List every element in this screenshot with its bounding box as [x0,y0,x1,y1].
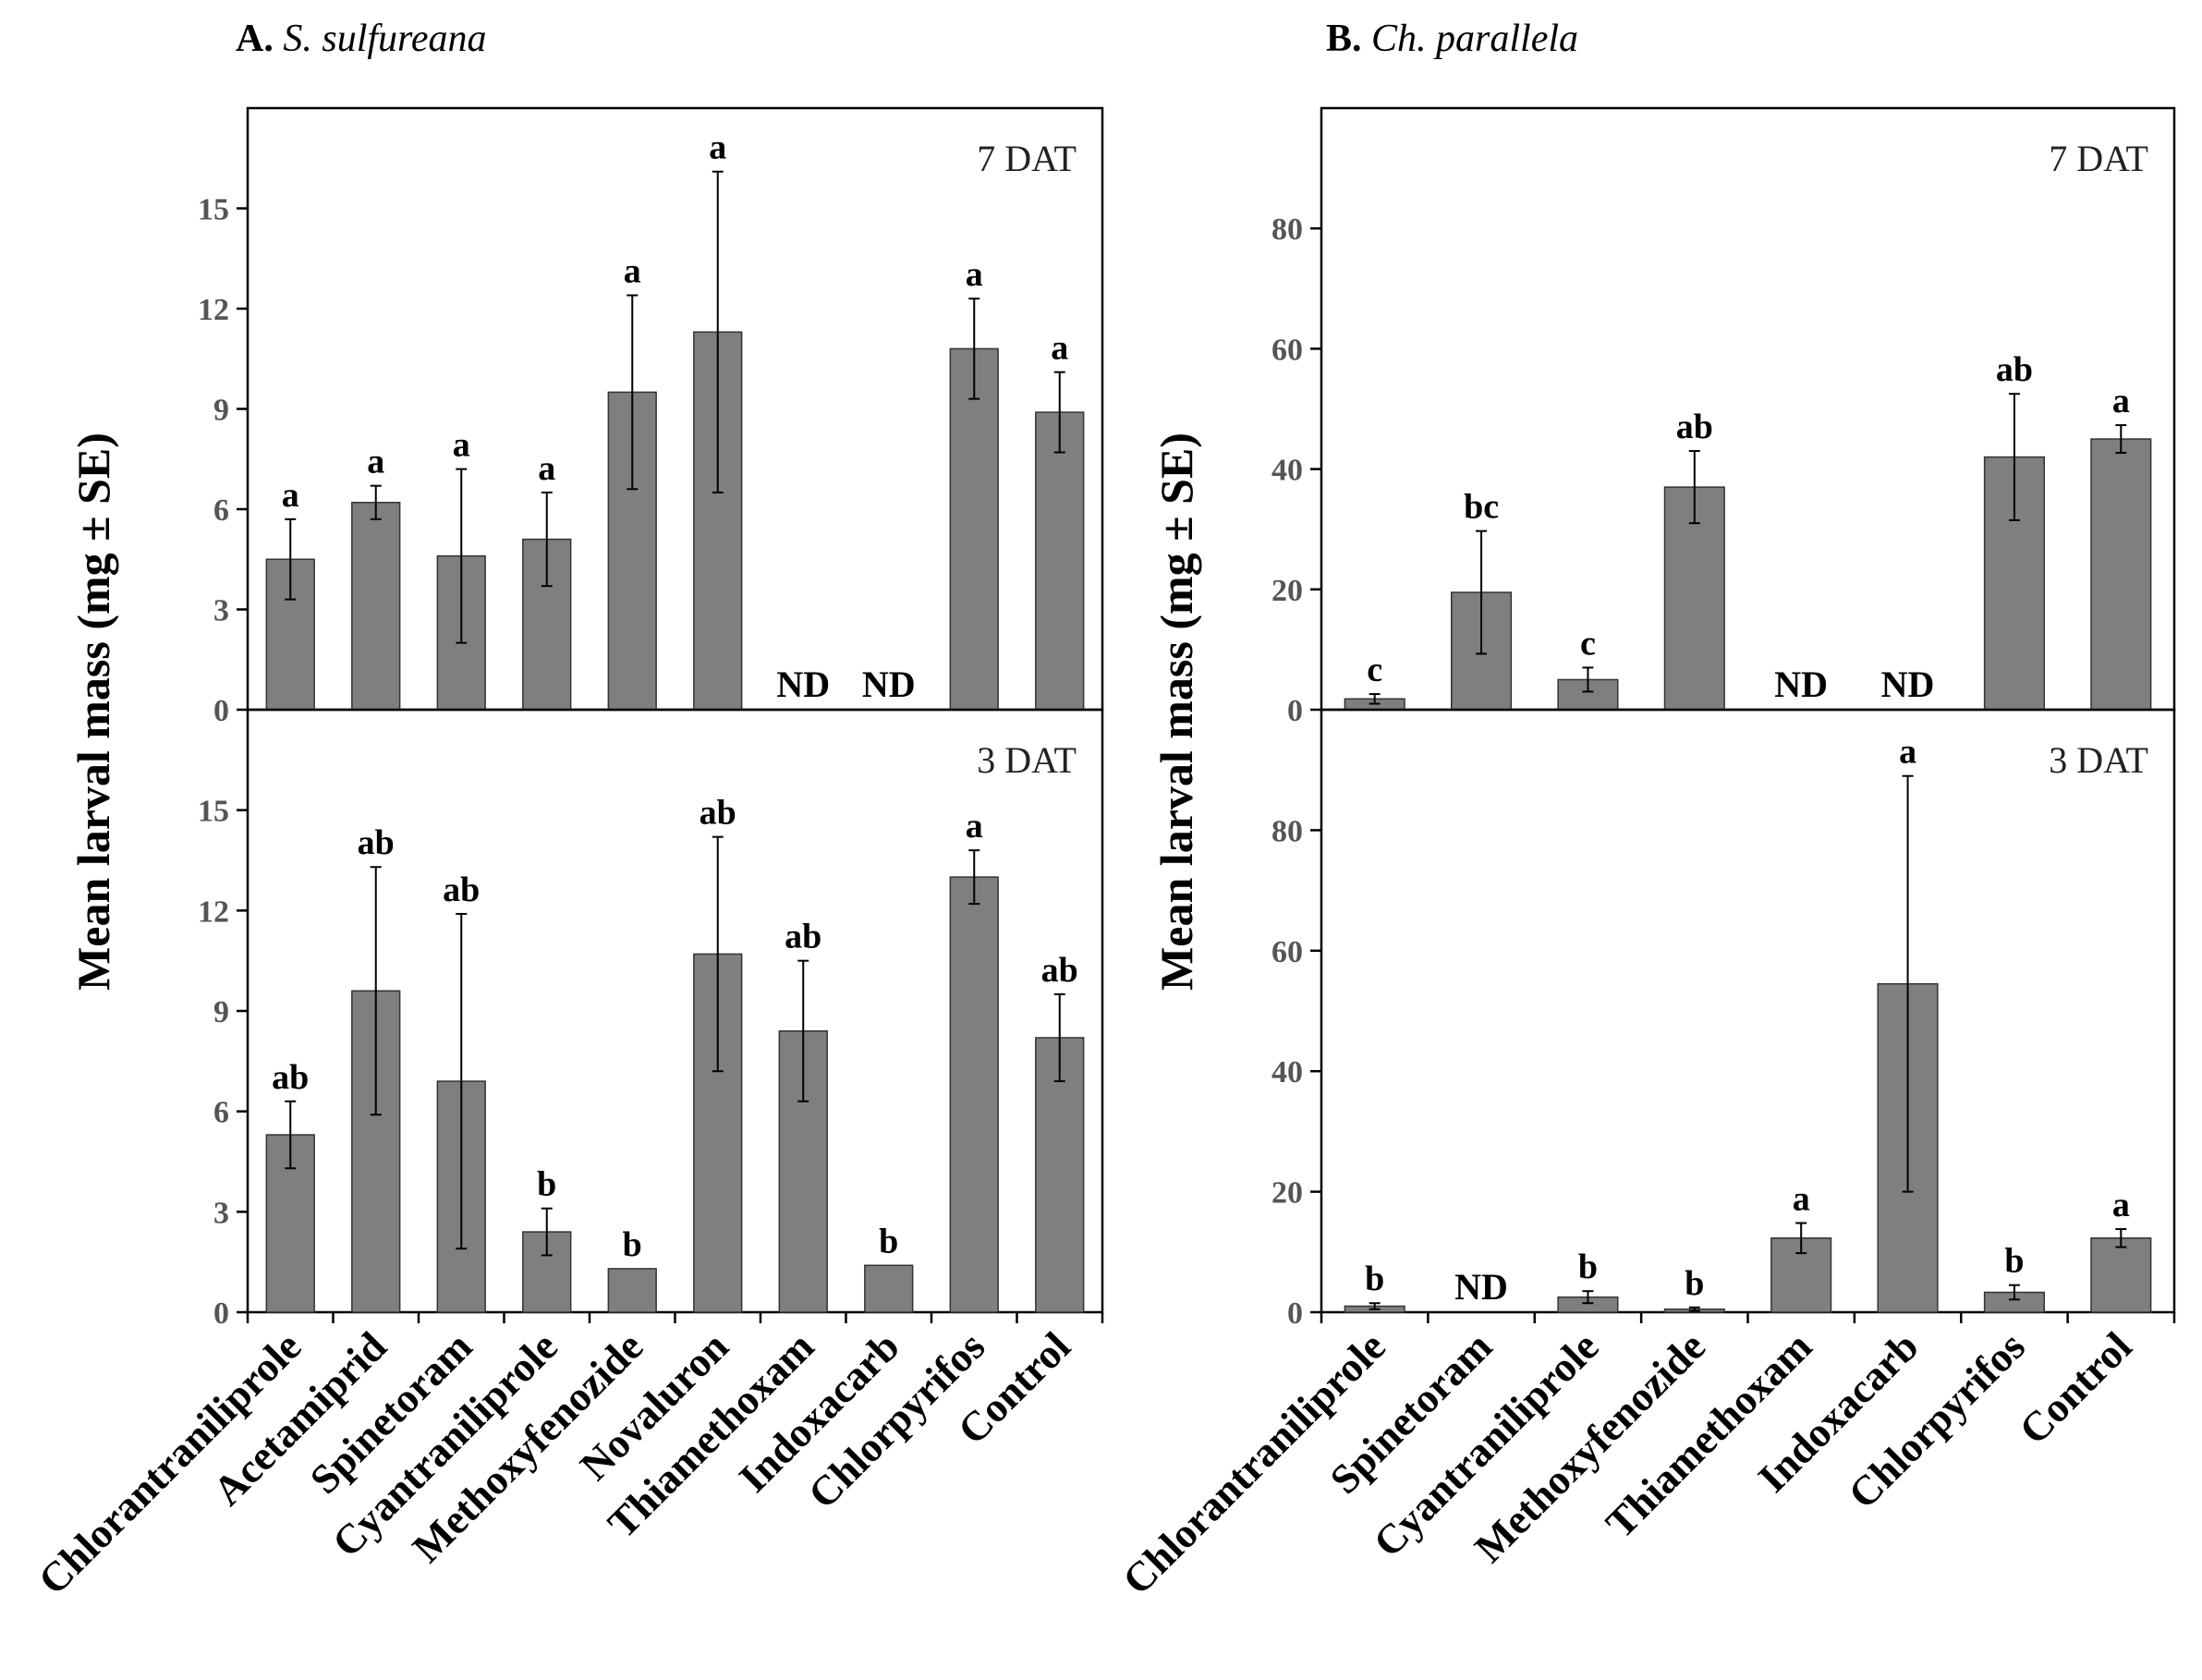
significance-letter: a [2112,1186,2130,1224]
significance-letter: a [966,255,983,294]
dat-label: 7 DAT [977,138,1077,179]
y-tick-label: 0 [1287,1297,1303,1331]
dat-label: 3 DAT [2049,739,2148,781]
significance-letter: a [624,252,641,291]
significance-letter: b [879,1222,898,1260]
significance-letter: a [1793,1180,1810,1219]
significance-letter: ab [1041,951,1078,990]
y-tick-label: 15 [198,193,229,227]
y-tick-label: 80 [1271,814,1303,848]
significance-letter: ab [785,918,821,956]
significance-letter: b [1578,1248,1598,1286]
significance-letter: ab [1676,408,1713,446]
panel-a-subplot-7dat: 0 3 6 9 12 15 7 DAT a a a a a a ND ND a a [198,106,1104,728]
panel-b-subplot-7dat: 0 20 40 60 80 7 DAT c bc c ab ND ND ab a [1271,106,2176,728]
significance-letter: a [453,426,470,465]
y-tick-label: 0 [213,694,229,728]
panel-b-subplot-3dat: 0 20 40 60 80 3 DAT b ND b b a a b a [1271,708,2176,1331]
nd-label: ND [1881,663,1935,705]
significance-letter: a [709,128,726,167]
significance-letter: ab [272,1058,309,1097]
category-label: Control [2011,1323,2141,1454]
y-tick-label: 20 [1271,1176,1303,1211]
y-tick-label: 15 [198,795,229,829]
y-tick-label: 0 [1287,694,1303,728]
dat-label: 7 DAT [2049,138,2148,179]
y-tick-label: 3 [213,1196,229,1230]
y-tick-label: 0 [213,1297,229,1331]
panel-b-y-axis-label: Mean larval mass (mg ± SE) [1150,432,1202,991]
y-tick-label: 80 [1271,213,1303,247]
y-tick-label: 9 [213,394,229,428]
significance-letter: ab [1996,350,2033,389]
significance-letter: a [367,443,384,481]
y-tick-label: 12 [198,293,229,327]
bar [2090,1237,2152,1313]
panel-a-title: A. S. sulfureana [236,18,486,60]
bar [1035,1037,1085,1313]
significance-letter: ab [358,823,395,862]
y-tick-label: 12 [198,895,229,929]
y-tick-label: 6 [213,1096,229,1130]
bar [1035,411,1085,711]
panel-b-subplot-frame [1320,708,2176,1314]
significance-letter: a [538,449,555,488]
significance-letter: b [2004,1242,2024,1281]
bar [864,1264,914,1313]
nd-label: ND [776,663,830,705]
significance-letter: b [537,1165,556,1204]
significance-letter: a [966,807,983,846]
significance-letter: b [623,1225,642,1264]
bar [607,1268,657,1313]
y-tick-label: 60 [1271,935,1303,969]
bar [949,347,999,711]
nd-label: ND [862,663,916,705]
significance-letter: a [282,476,299,515]
significance-letter: a [1899,733,1916,772]
significance-letter: ab [700,794,736,833]
bar [949,876,999,1313]
significance-letter: b [1365,1260,1384,1298]
significance-letter: b [1685,1264,1704,1303]
panel-a: A. S. sulfureana Mean larval mass (mg ± … [30,18,1104,1603]
significance-letter: c [1580,624,1596,663]
significance-letter: ab [443,870,480,909]
y-tick-label: 40 [1271,454,1303,488]
significance-letter: a [1051,329,1068,368]
panel-b-title: B. Ch. parallela [1326,18,1578,60]
dat-label: 3 DAT [977,739,1077,781]
y-tick-label: 6 [213,493,229,528]
panel-b: B. Ch. parallela Mean larval mass (mg ± … [1113,18,2176,1603]
panel-a-subplot-3dat: 0 3 6 9 12 15 3 DAT ab ab ab b b ab ab b a ab [198,708,1104,1331]
bar [2090,438,2152,711]
y-tick-label: 40 [1271,1055,1303,1090]
y-tick-label: 3 [213,594,229,628]
panel-a-y-axis-label: Mean larval mass (mg ± SE) [67,432,119,991]
y-tick-label: 60 [1271,333,1303,367]
nd-label: ND [1774,663,1828,705]
bar [351,502,401,711]
y-tick-label: 20 [1271,574,1303,608]
nd-label: ND [1454,1266,1508,1308]
significance-letter: a [2112,382,2130,420]
significance-letter: c [1367,651,1382,689]
y-tick-label: 9 [213,995,229,1029]
panel-b-subplot-frame [1320,106,2176,712]
significance-letter: bc [1464,488,1499,527]
